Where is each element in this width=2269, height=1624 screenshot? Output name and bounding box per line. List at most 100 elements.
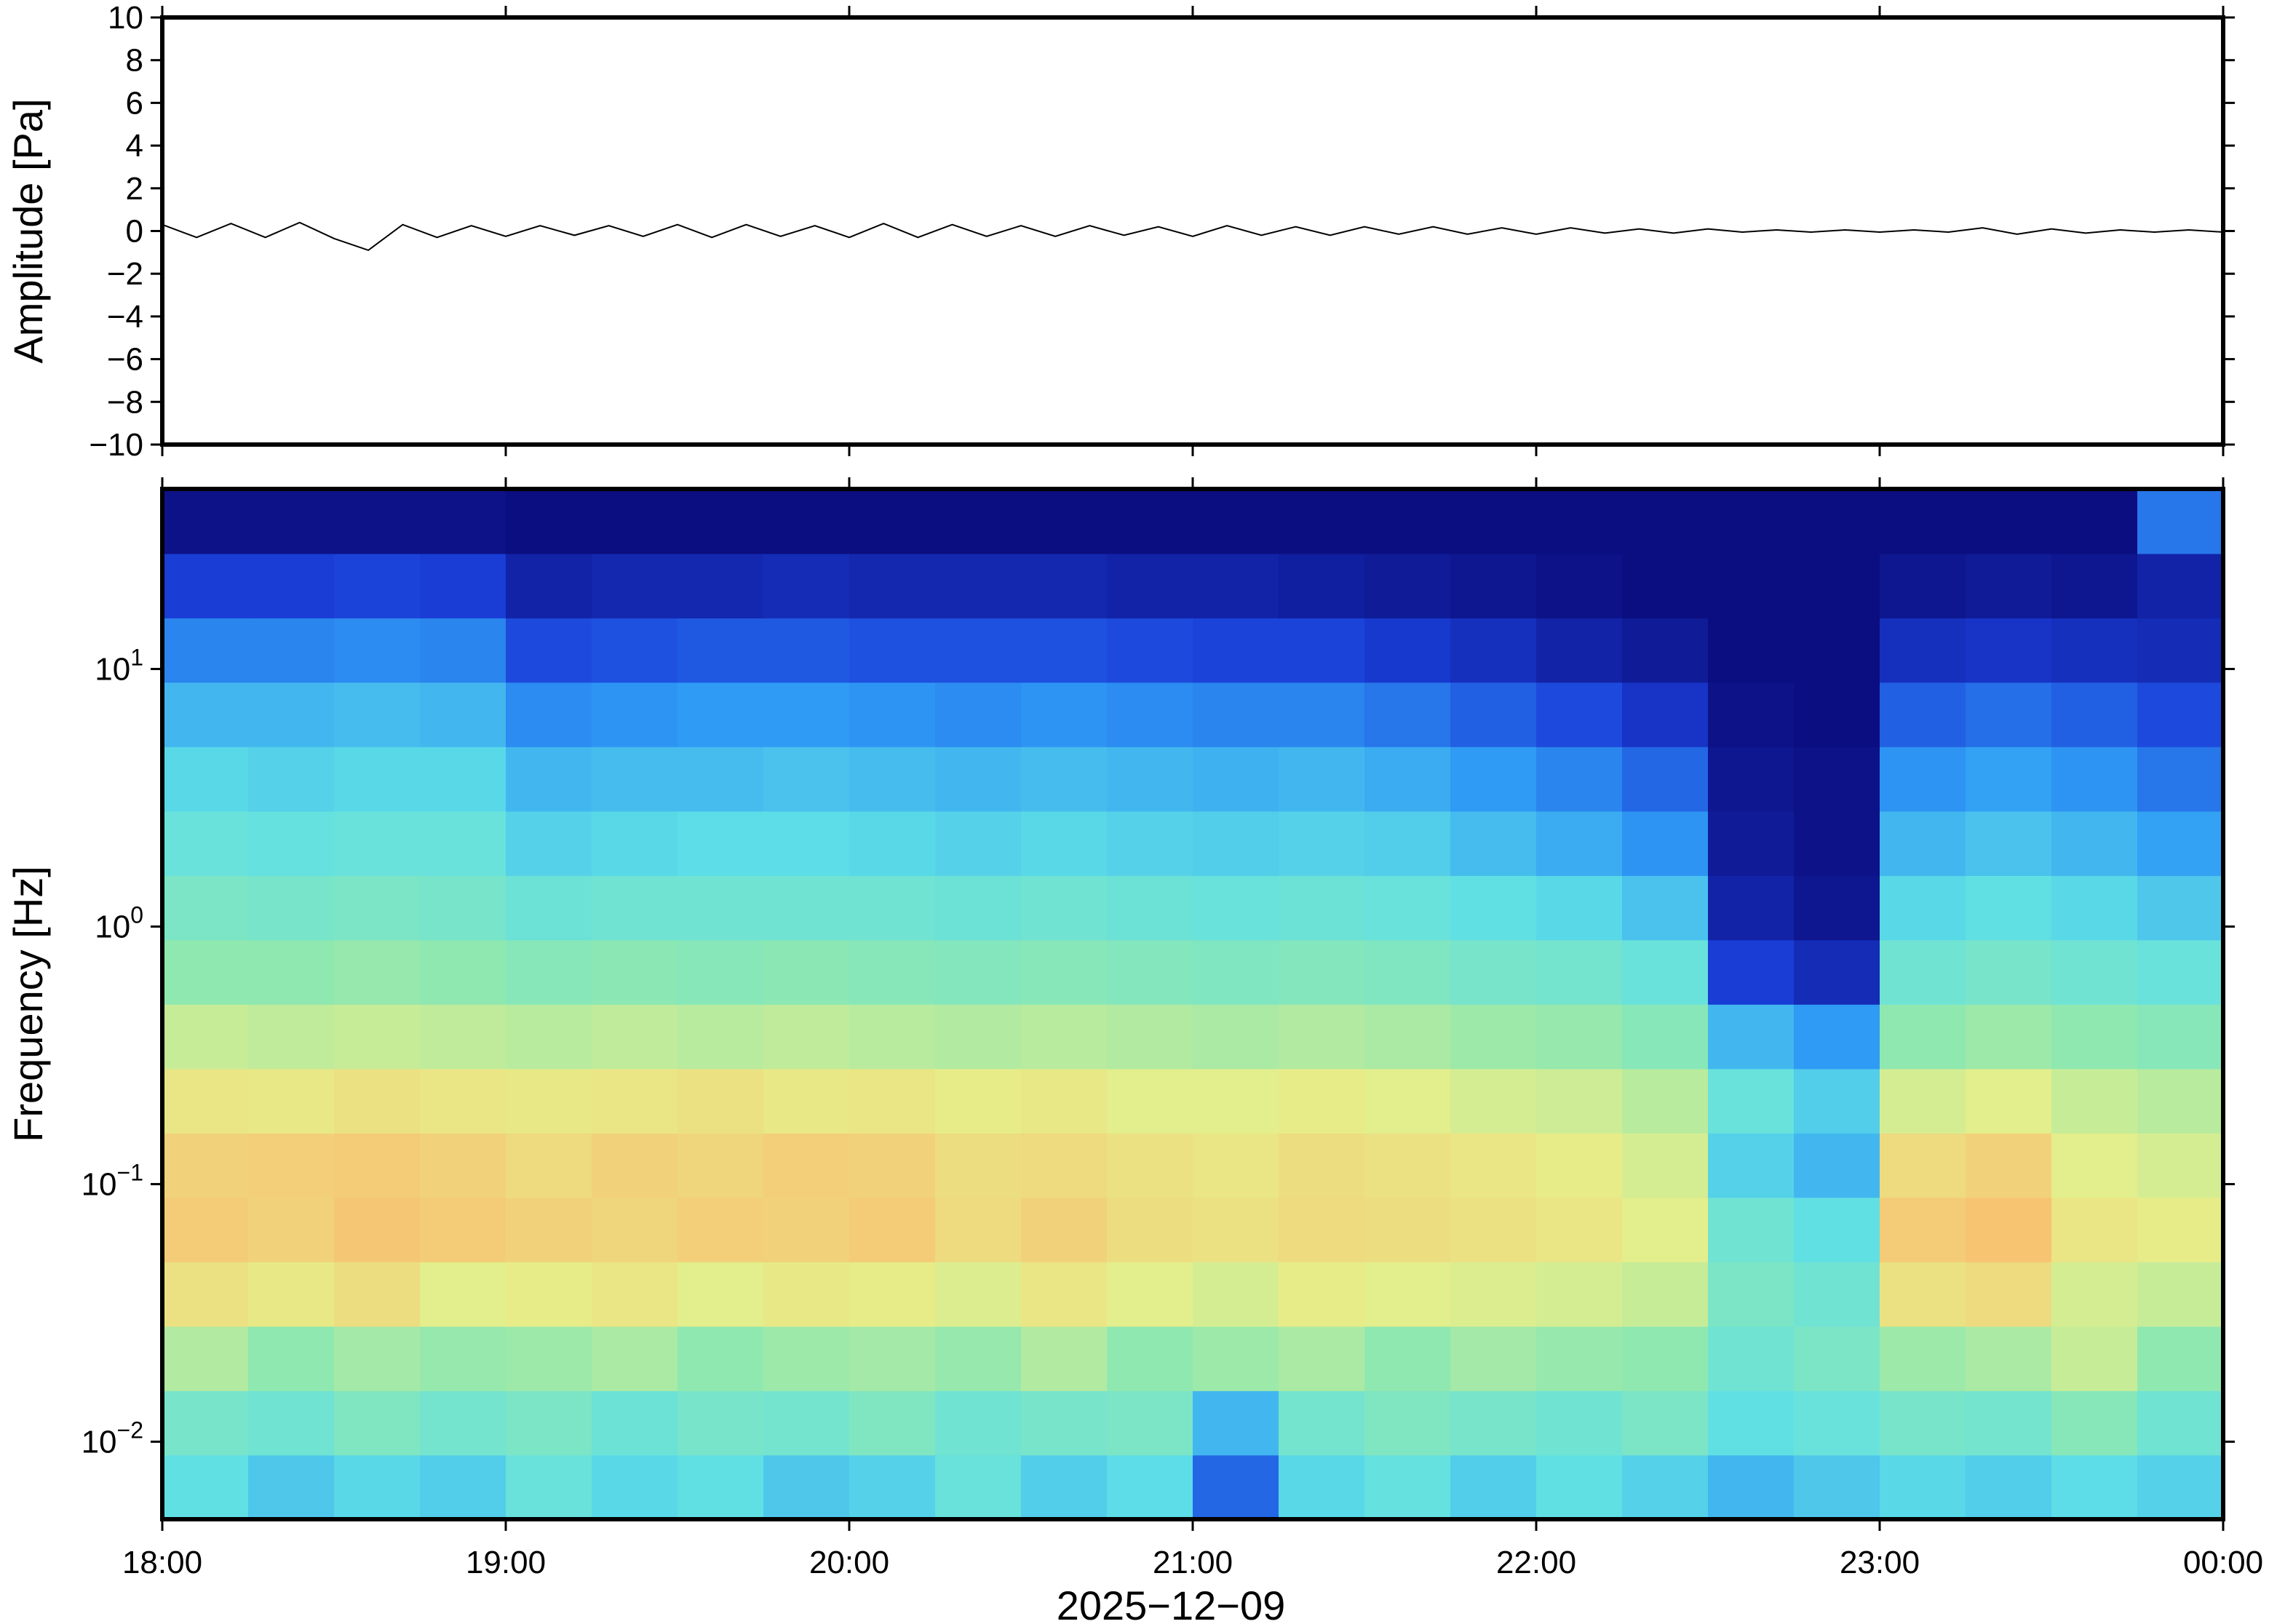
heatmap-cell [1193,1326,1279,1391]
heatmap-cell [1450,1197,1537,1262]
heatmap-cell [2051,1133,2138,1198]
heatmap-cell [162,1133,249,1198]
heatmap-cell [1794,1133,1880,1198]
heatmap-cell [2051,1454,2138,1520]
heatmap-cell [592,682,678,747]
heatmap-cell [506,489,592,554]
heatmap-cell [763,939,850,1005]
heatmap-cell [1794,747,1880,812]
heatmap-cell [2137,489,2224,554]
heatmap-cell [1880,1004,1966,1070]
heatmap-cell [420,1068,506,1134]
heatmap-cell [506,618,592,683]
heatmap-cell [1279,489,1365,554]
heatmap-cell [1794,1068,1880,1134]
heatmap-cell [334,747,421,812]
heatmap-cell [1364,682,1451,747]
heatmap-cell [1622,1004,1709,1070]
heatmap-cell [334,875,421,941]
heatmap-cell [1021,553,1108,618]
heatmap-cell [1193,618,1279,683]
heatmap-cell [1966,1197,2052,1262]
heatmap-cell [1021,489,1108,554]
heatmap-cell [935,1326,1022,1391]
heatmap-cell [162,618,249,683]
heatmap-cell [1279,1004,1365,1070]
heatmap-cell [1708,618,1795,683]
heatmap-cell [1536,1454,1623,1520]
heatmap-cell [248,1262,335,1327]
heatmap-cell [592,1262,678,1327]
heatmap-cell [1364,1133,1451,1198]
heatmap-cell [1021,1133,1108,1198]
heatmap-cell [2137,682,2224,747]
heatmap-cell [248,811,335,876]
heatmap-cell [935,875,1022,941]
waveform [162,221,2224,252]
heatmap-cell [763,553,850,618]
y-tick-label: 6 [126,85,143,121]
heatmap-cell [334,811,421,876]
heatmap-cell [420,1133,506,1198]
heatmap-cell [1708,811,1795,876]
heatmap-cell [2137,747,2224,812]
heatmap-cell [1880,939,1966,1005]
heatmap-cell [1622,1133,1709,1198]
heatmap-cell [1021,939,1108,1005]
heatmap-cell [935,1454,1022,1520]
y-tick-base: 10 [82,1424,117,1460]
heatmap-cell [1880,553,1966,618]
heatmap-cell [506,811,592,876]
heatmap-cell [334,682,421,747]
heatmap-cell [763,1262,850,1327]
heatmap-cell [506,1390,592,1456]
heatmap-cell [849,811,936,876]
heatmap-cell [1450,1068,1537,1134]
heatmap-cell [1622,939,1709,1005]
heatmap-cell [1622,1197,1709,1262]
heatmap-cell [1966,1262,2052,1327]
heatmap-cell [1021,1004,1108,1070]
y-tick-label: 10 [108,0,143,36]
heatmap-cell [849,875,936,941]
heatmap-cell [1794,939,1880,1005]
heatmap-cell [2051,1326,2138,1391]
heatmap-cell [592,489,678,554]
heatmap-cell [849,682,936,747]
heatmap-cell [935,1390,1022,1456]
heatmap-cell [1107,1197,1193,1262]
heatmap-cell [592,1197,678,1262]
heatmap-cell [1708,939,1795,1005]
heatmap-cell [849,1133,936,1198]
heatmap-cell [763,1197,850,1262]
heatmap-cell [420,939,506,1005]
heatmap-cell [849,747,936,812]
heatmap-cell [1364,1326,1451,1391]
heatmap-cell [506,1133,592,1198]
heatmap-cell [1966,1004,2052,1070]
heatmap-cell [1193,1390,1279,1456]
heatmap-cell [1966,1133,2052,1198]
heatmap-cell [1021,682,1108,747]
heatmap-cell [1107,682,1193,747]
heatmap-cell [1708,1133,1795,1198]
heatmap-cell [1966,875,2052,941]
heatmap-cell [1794,1262,1880,1327]
heatmap-cell [248,618,335,683]
heatmap-cell [935,811,1022,876]
heatmap-cell [162,1197,249,1262]
heatmap-cell [1279,1390,1365,1456]
heatmap-cell [420,1326,506,1391]
heatmap-cell [1966,1068,2052,1134]
heatmap-cell [849,1390,936,1456]
heatmap-cell [935,489,1022,554]
heatmap-cell [1364,875,1451,941]
heatmap-cell [1708,553,1795,618]
heatmap-cell [1880,747,1966,812]
heatmap-cell [1708,1004,1795,1070]
heatmap-cell [1708,682,1795,747]
heatmap-cell [849,489,936,554]
heatmap-cell [935,553,1022,618]
heatmap-cell [1364,1004,1451,1070]
heatmap-cell [506,939,592,1005]
